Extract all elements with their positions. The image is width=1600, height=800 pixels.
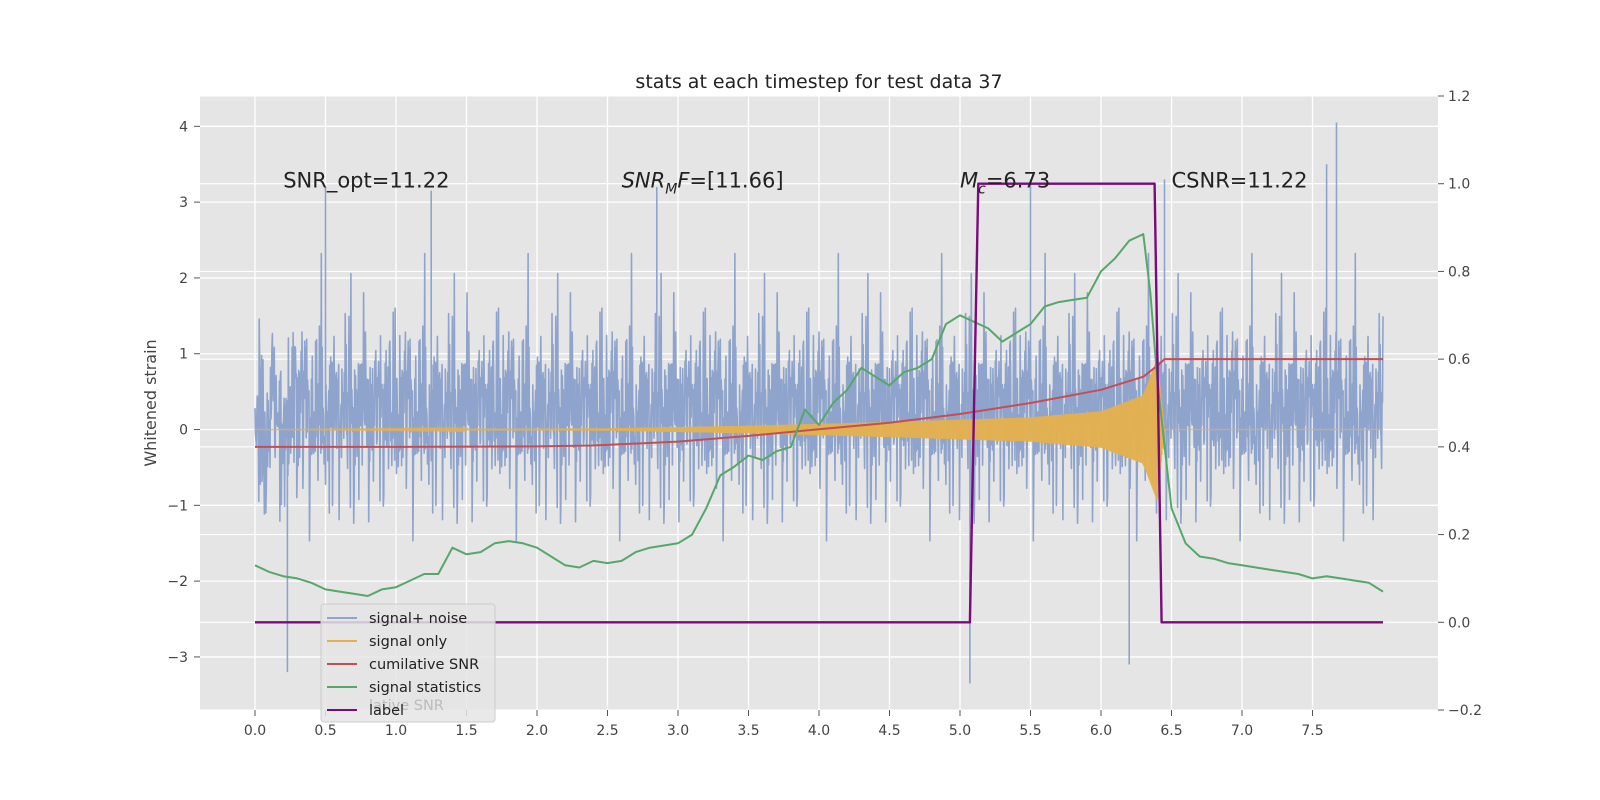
- y2-tick-label: −0.2: [1448, 703, 1482, 719]
- legend-label: signal+ noise: [369, 611, 467, 627]
- y2-tick-label: 0.8: [1448, 264, 1470, 280]
- series-label-line: [255, 182, 1383, 624]
- y-tick-label: 2: [179, 271, 188, 287]
- legend-label: signal statistics: [369, 680, 481, 696]
- annotation-text: SNR_opt=11.22: [283, 168, 449, 193]
- x-tick-label: 0.5: [314, 723, 336, 739]
- legend-label: cumilative SNR: [369, 657, 479, 673]
- x-tick-label: 4.0: [808, 723, 830, 739]
- axes: 0.0 0.5 1.0 1.5 2.0 2.5 3.0 3.5 4.0 4.5 5.0 5.5 6.0 6…: [167, 89, 1482, 739]
- y-axis-label: Whitened strain: [141, 339, 160, 466]
- x-tick-label: 1.0: [385, 723, 407, 739]
- y-tick-label: 0: [179, 423, 188, 439]
- x-tick-label: 6.5: [1160, 723, 1182, 739]
- annotation-text: Mc=6.73: [960, 168, 1050, 197]
- x-tick-label: 5.5: [1019, 723, 1041, 739]
- series-cumilative-snr-line: [255, 358, 1383, 448]
- x-tick-label: 7.0: [1231, 723, 1253, 739]
- x-tick-label: 2.5: [596, 723, 618, 739]
- x-tick-label: 7.5: [1301, 723, 1323, 739]
- y-tick-label: −2: [167, 574, 188, 590]
- series-signal-only-envelope: [255, 363, 1165, 496]
- x-tick-label: 2.0: [526, 723, 548, 739]
- y-tick-label: −1: [167, 498, 188, 514]
- y2-tick-label: 0.6: [1448, 352, 1470, 368]
- annotation-text: CSNR=11.22: [1172, 168, 1308, 192]
- legend-box: [320, 603, 496, 723]
- series-signal-plus-noise-line: [254, 122, 1384, 684]
- legend: lative SNR signal+ noise signal only cumila…: [320, 603, 496, 723]
- x-tick-label: 0.0: [244, 723, 266, 739]
- legend-ghost-text: lative SNR: [369, 698, 444, 714]
- annotations: SNR_opt=11.22 SNRMF=[11.66] Mc=6.73 CSNR=11…: [283, 168, 1307, 197]
- y2-tick-label: 0.0: [1448, 615, 1470, 631]
- legend-label: label: [369, 703, 404, 719]
- x-tick-label: 4.5: [878, 723, 900, 739]
- x-tick-label: 3.5: [737, 723, 759, 739]
- series-layer: [254, 122, 1384, 684]
- y-tick-label: 1: [179, 347, 188, 363]
- y-tick-label: −3: [167, 650, 188, 666]
- y2-tick-label: 0.4: [1448, 440, 1470, 456]
- y-tick-label: 3: [179, 195, 188, 211]
- y2-tick-label: 1.2: [1448, 89, 1470, 105]
- x-tick-label: 3.0: [667, 723, 689, 739]
- series-signal-statistics-line: [254, 233, 1384, 597]
- chart-title: stats at each timestep for test data 37: [635, 71, 1002, 93]
- x-tick-label: 6.0: [1090, 723, 1112, 739]
- x-tick-label: 1.5: [455, 723, 477, 739]
- x-tick-label: 5.0: [949, 723, 971, 739]
- annotation-text: SNRMF=[11.66]: [622, 168, 784, 197]
- y-tick-label: 4: [179, 119, 188, 135]
- y2-tick-label: 0.2: [1448, 528, 1470, 544]
- y2-tick-label: 1.0: [1448, 177, 1470, 193]
- legend-label: signal only: [369, 634, 448, 650]
